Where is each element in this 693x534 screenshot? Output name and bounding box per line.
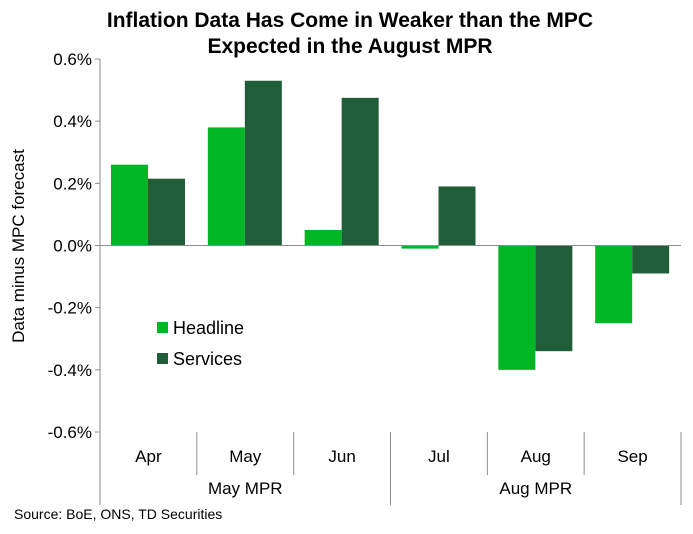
x-tick-label-jul: Jul	[428, 447, 450, 466]
x-tick-label-jun: Jun	[328, 447, 355, 466]
bar-headline-sep	[595, 245, 633, 324]
bar-services-may	[244, 80, 282, 246]
bar-services-jul	[438, 186, 476, 246]
y-tick-label: -0.6%	[48, 423, 92, 442]
x-tick-label-apr: Apr	[135, 447, 162, 466]
x-group-label: May MPR	[208, 479, 283, 498]
chart-title-line-2: Expected in the August MPR	[207, 35, 492, 58]
bar-headline-apr	[111, 164, 148, 246]
bar-services-sep	[632, 245, 670, 274]
plot-area: 0.6% 0.4% 0.2% 0.0% -0.2% -0.4% -0.6% Apr May Jun…	[48, 50, 682, 505]
legend-label-services: Services	[173, 349, 242, 369]
y-tick-label: 0.4%	[53, 112, 92, 131]
bar-services-aug	[535, 245, 573, 352]
y-axis-label: Data minus MPC forecast	[9, 149, 28, 343]
x-tick-label-aug: Aug	[521, 447, 551, 466]
bar-headline-aug	[498, 245, 536, 370]
x-tick-label-sep: Sep	[617, 447, 647, 466]
legend-label-headline: Headline	[173, 318, 244, 338]
bar-services-jun	[341, 97, 379, 246]
y-tick-label: 0.0%	[53, 237, 92, 256]
x-group-label: Aug MPR	[499, 479, 572, 498]
legend-swatch-services	[157, 353, 168, 364]
bar-headline-may	[207, 127, 245, 246]
y-tick-label: 0.6%	[53, 50, 92, 69]
bar-services-apr	[148, 178, 185, 246]
x-tick-label-may: May	[229, 447, 262, 466]
y-tick-label: -0.2%	[48, 299, 92, 318]
y-tick-label: -0.4%	[48, 361, 92, 380]
bar-headline-jun	[304, 229, 342, 246]
chart-title-line-1: Inflation Data Has Come in Weaker than t…	[107, 9, 593, 32]
legend-swatch-headline	[157, 322, 168, 333]
bar-headline-jul	[401, 245, 439, 249]
source-note: Source: BoE, ONS, TD Securities	[14, 506, 223, 522]
y-tick-label: 0.2%	[53, 174, 92, 193]
